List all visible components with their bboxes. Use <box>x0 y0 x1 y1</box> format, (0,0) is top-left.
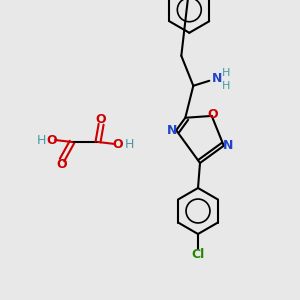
Text: O: O <box>47 134 57 146</box>
Text: O: O <box>96 113 106 126</box>
Text: N: N <box>167 124 177 137</box>
Text: N: N <box>223 139 233 152</box>
Text: O: O <box>57 158 67 172</box>
Text: H: H <box>36 134 46 146</box>
Text: N: N <box>212 72 223 85</box>
Text: H: H <box>222 68 230 78</box>
Text: H: H <box>222 81 230 91</box>
Text: O: O <box>207 108 218 122</box>
Text: O: O <box>113 137 123 151</box>
Text: Cl: Cl <box>191 248 205 262</box>
Text: H: H <box>124 137 134 151</box>
